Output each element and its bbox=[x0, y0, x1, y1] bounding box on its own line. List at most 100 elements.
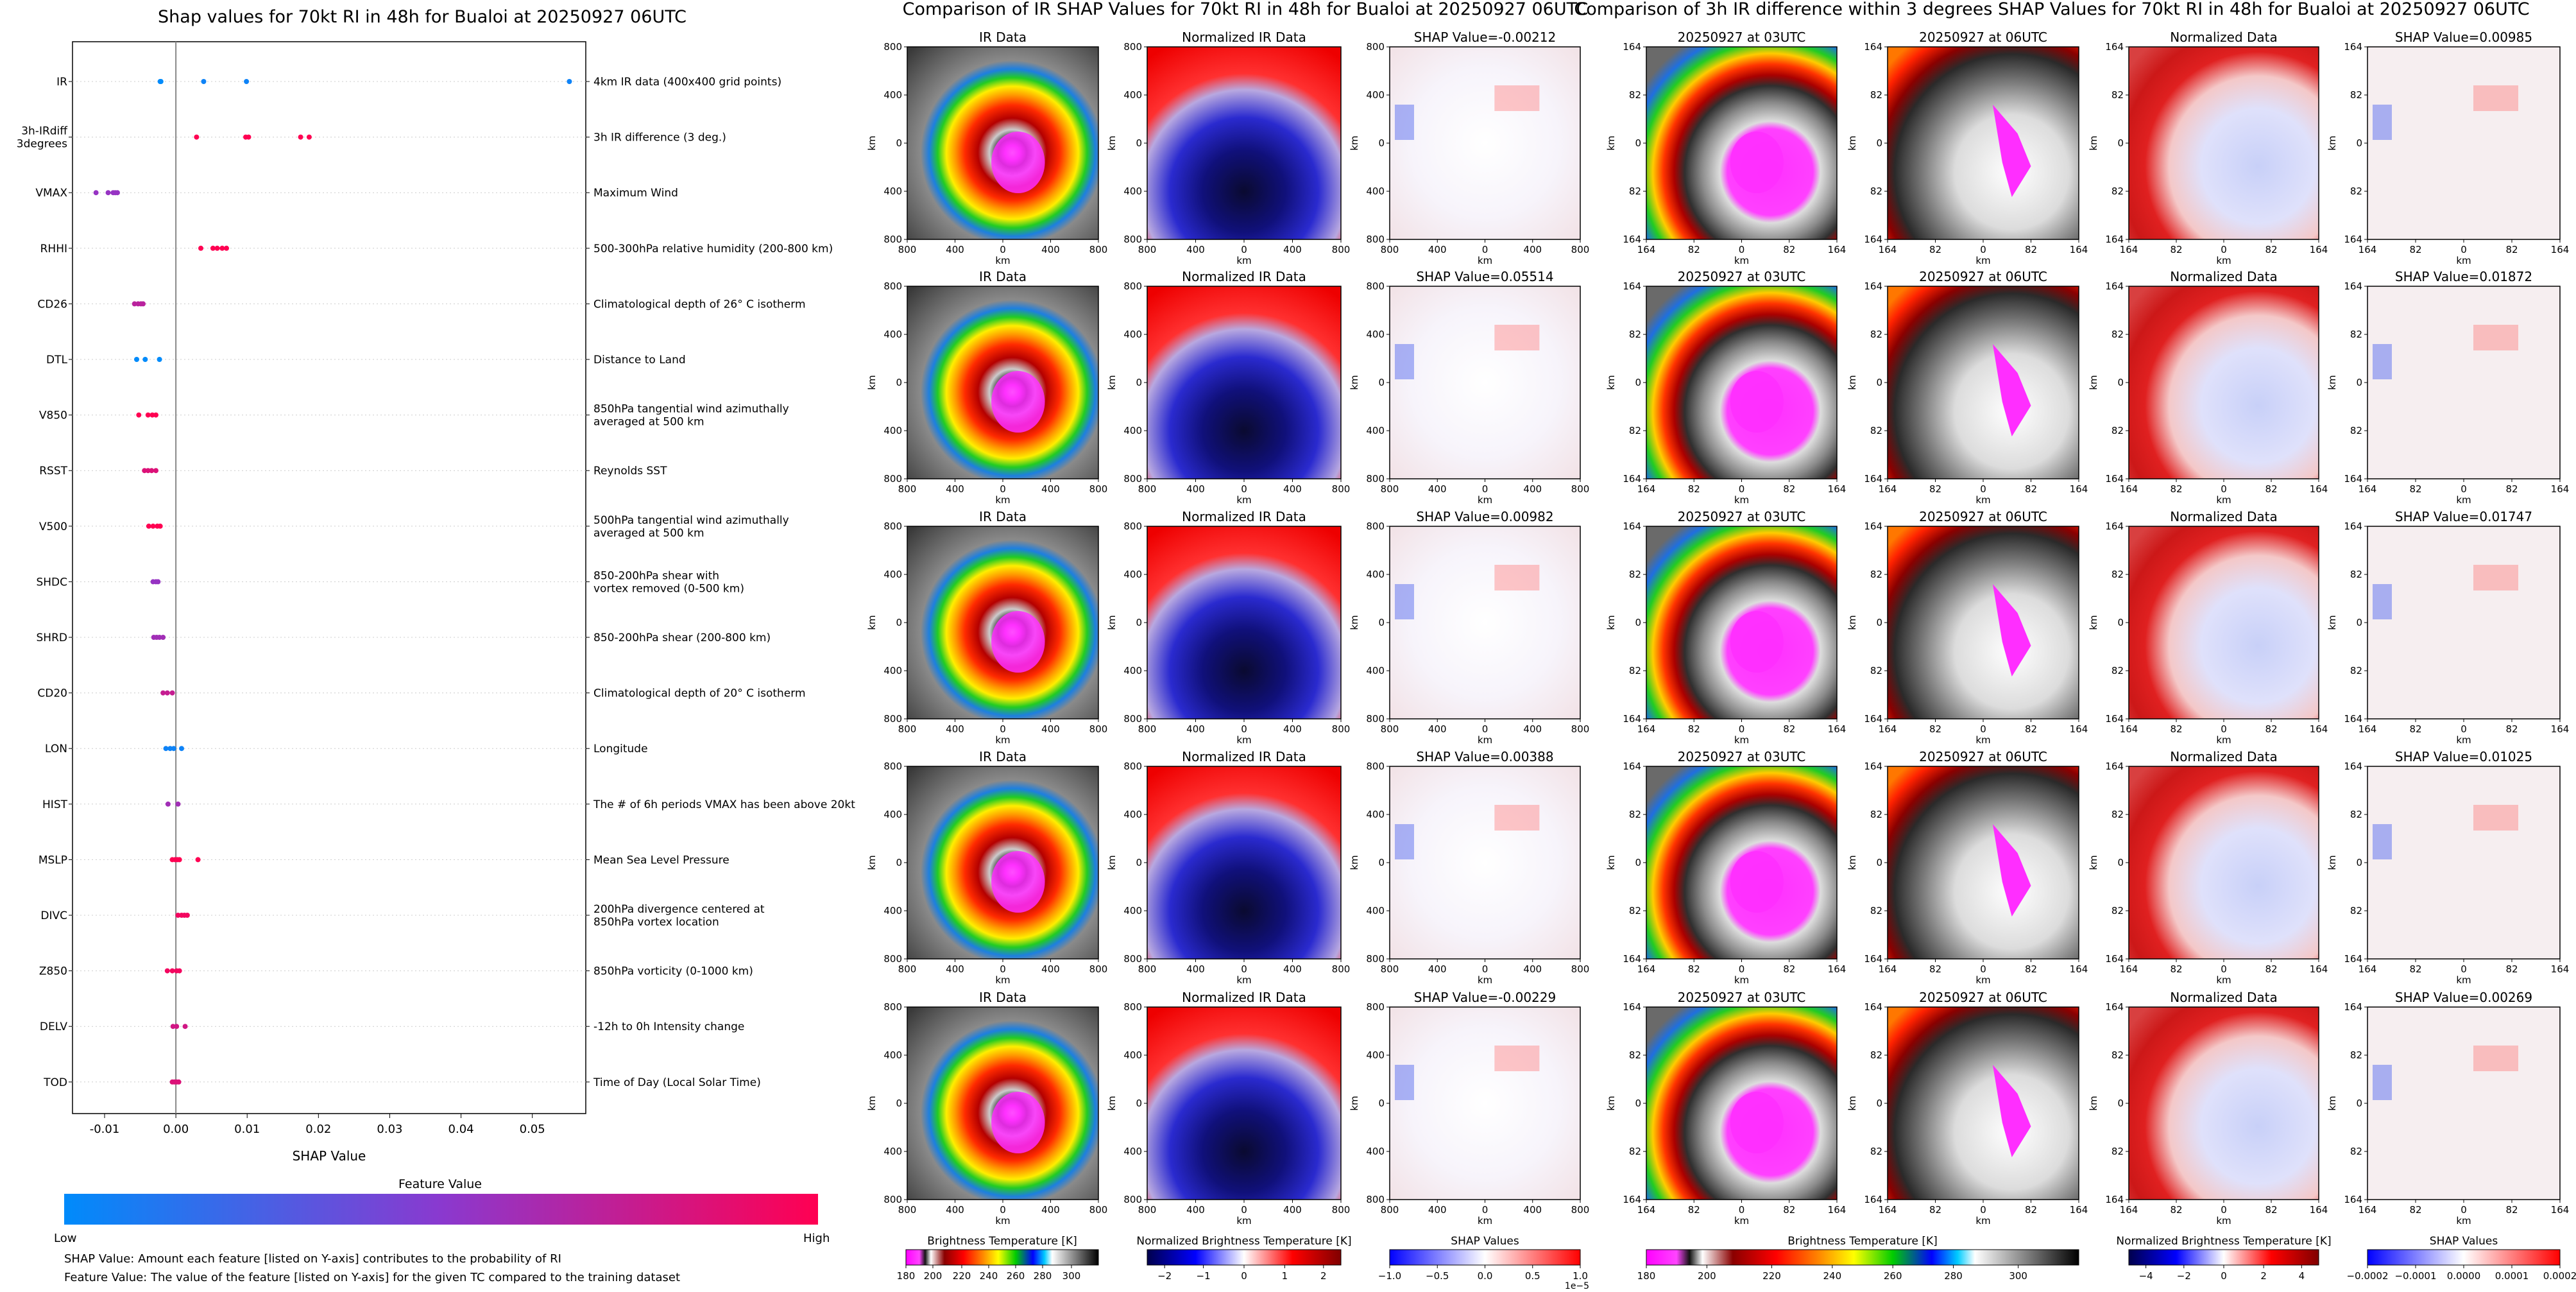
shap-point bbox=[155, 579, 161, 585]
image-panel: SHAP Value=0.003888008004004000040040080… bbox=[1349, 749, 1589, 986]
x-tick-label: 164 bbox=[2120, 244, 2138, 255]
y-tick-label: 0 bbox=[1876, 137, 1882, 149]
positive-shap-region bbox=[2473, 565, 2518, 590]
y-axis-label: km bbox=[1847, 135, 1858, 150]
x-tick-label: 0 bbox=[2461, 723, 2467, 735]
shap-point bbox=[149, 468, 155, 474]
y-tick-label: 82 bbox=[2111, 1049, 2124, 1061]
negative-shap-region bbox=[2373, 824, 2392, 859]
colorbar-tick-label: 1.0 bbox=[1573, 1270, 1588, 1282]
x-tick-label: 400 bbox=[1523, 723, 1542, 735]
panel-title: SHAP Value=0.00388 bbox=[1416, 749, 1553, 764]
x-axis-label: km bbox=[2216, 494, 2231, 506]
shap-point bbox=[171, 746, 176, 752]
feature-name-label: SHRD bbox=[37, 632, 67, 644]
feature-value-colorbar bbox=[64, 1194, 818, 1225]
shap-point bbox=[141, 301, 146, 307]
y-tick-label: 800 bbox=[1123, 1194, 1142, 1205]
shap-point bbox=[184, 913, 190, 918]
panel-image bbox=[1389, 526, 1581, 719]
panel-title: SHAP Value=0.01025 bbox=[2395, 749, 2532, 764]
feature-name-label: DIVC bbox=[40, 909, 67, 922]
x-axis-label: km bbox=[1734, 255, 1749, 266]
negative-shap-region bbox=[1395, 584, 1414, 619]
panel-image bbox=[1147, 286, 1342, 479]
shap-point bbox=[176, 968, 182, 974]
irdiff-comparison-title: Comparison of 3h IR difference within 3 … bbox=[1574, 0, 2529, 19]
panel-image bbox=[1147, 46, 1342, 240]
y-tick-label: 164 bbox=[2344, 473, 2362, 485]
shap-point bbox=[164, 968, 170, 974]
feature-description-label: 850hPa vortex location bbox=[593, 916, 719, 929]
feature-name-label: Z850 bbox=[39, 965, 67, 978]
y-tick-label: 82 bbox=[2111, 1146, 2124, 1157]
y-tick-label: 800 bbox=[1366, 473, 1385, 485]
y-tick-label: 0 bbox=[2117, 137, 2124, 149]
y-axis-label: km bbox=[2326, 1096, 2338, 1110]
feature-description-label: Maximum Wind bbox=[593, 187, 678, 200]
image-panel: 20250927 at 03UTC1641648282008282164164k… bbox=[1605, 990, 1846, 1227]
shap-point bbox=[142, 468, 148, 474]
y-tick-label: 164 bbox=[1623, 1001, 1641, 1013]
colorbar-tick-label: −0.5 bbox=[1426, 1270, 1449, 1282]
feature-description-label: Longitude bbox=[593, 743, 648, 755]
feature-description-label: Reynolds SST bbox=[593, 465, 667, 478]
colorbar-title: Feature Value bbox=[398, 1177, 482, 1191]
x-tick-label: 82 bbox=[1929, 483, 1941, 495]
y-tick-label: 82 bbox=[1629, 665, 1641, 676]
y-tick-label: 82 bbox=[2111, 185, 2124, 197]
y-axis-label: km bbox=[1106, 855, 1118, 870]
panel-image bbox=[1389, 286, 1581, 479]
y-tick-label: 800 bbox=[883, 280, 902, 292]
panel-image bbox=[1887, 46, 2079, 240]
shap-point bbox=[194, 134, 200, 140]
shap-point bbox=[165, 801, 171, 807]
feature-description-label: averaged at 500 km bbox=[593, 527, 704, 540]
x-tick-label: 400 bbox=[1428, 483, 1447, 495]
y-tick-label: 164 bbox=[2344, 1194, 2362, 1205]
y-tick-label: 82 bbox=[2350, 1049, 2362, 1061]
positive-shap-region bbox=[2473, 85, 2518, 111]
y-tick-label: 0 bbox=[1378, 137, 1385, 149]
colorbar-tick-label: 0.0000 bbox=[2447, 1270, 2481, 1282]
panel-title: 20250927 at 06UTC bbox=[1919, 30, 2047, 45]
colorbar-tick-label: 0 bbox=[2221, 1270, 2227, 1282]
panel-title: IR Data bbox=[979, 990, 1027, 1005]
y-axis-label: km bbox=[1349, 375, 1360, 390]
cold-cloud-top-region bbox=[991, 1092, 1045, 1153]
y-tick-label: 800 bbox=[1123, 473, 1142, 485]
x-tick-label: 0 bbox=[1241, 963, 1247, 975]
x-tick-label: 164 bbox=[1828, 723, 1847, 735]
colorbar-tick-label: 0.0002 bbox=[2543, 1270, 2576, 1282]
y-tick-label: 0 bbox=[2117, 617, 2124, 628]
x-tick-label: 164 bbox=[2551, 244, 2570, 255]
note-feature-value: Feature Value: The value of the feature … bbox=[64, 1271, 680, 1284]
shap-point bbox=[176, 1079, 182, 1085]
shap-point bbox=[170, 1024, 176, 1029]
colorbar-label: SHAP Values bbox=[1451, 1235, 1519, 1248]
cold-cloud-top-region bbox=[1730, 851, 1784, 913]
y-tick-label: 164 bbox=[1623, 953, 1641, 965]
x-tick-label: 800 bbox=[1381, 483, 1399, 495]
panel-title: SHAP Value=0.05514 bbox=[1416, 269, 1553, 284]
colorbar-gradient bbox=[2128, 1249, 2319, 1266]
x-tick-label: 0 bbox=[1000, 244, 1006, 255]
x-axis-label: km bbox=[1734, 494, 1749, 506]
cold-cloud-top-region bbox=[1730, 132, 1784, 193]
x-tick-label: 164 bbox=[1637, 723, 1656, 735]
x-tick-label: 0 bbox=[1241, 244, 1247, 255]
x-tick-label: 800 bbox=[1089, 483, 1108, 495]
x-tick-label: 164 bbox=[1637, 963, 1656, 975]
x-tick-label: 400 bbox=[1186, 963, 1205, 975]
shap-point bbox=[163, 746, 169, 752]
shap-point bbox=[146, 523, 151, 529]
y-tick-label: 800 bbox=[883, 473, 902, 485]
panel-image bbox=[1147, 1006, 1342, 1200]
y-tick-label: 400 bbox=[883, 809, 902, 820]
colorbar-label: Brightness Temperature [K] bbox=[927, 1235, 1077, 1248]
y-tick-label: 0 bbox=[2356, 137, 2362, 149]
x-tick-label: 82 bbox=[2170, 723, 2182, 735]
panel-title: SHAP Value=0.00982 bbox=[1416, 509, 1553, 524]
x-tick-label: 800 bbox=[1089, 723, 1108, 735]
x-tick-label: 0 bbox=[1739, 483, 1745, 495]
